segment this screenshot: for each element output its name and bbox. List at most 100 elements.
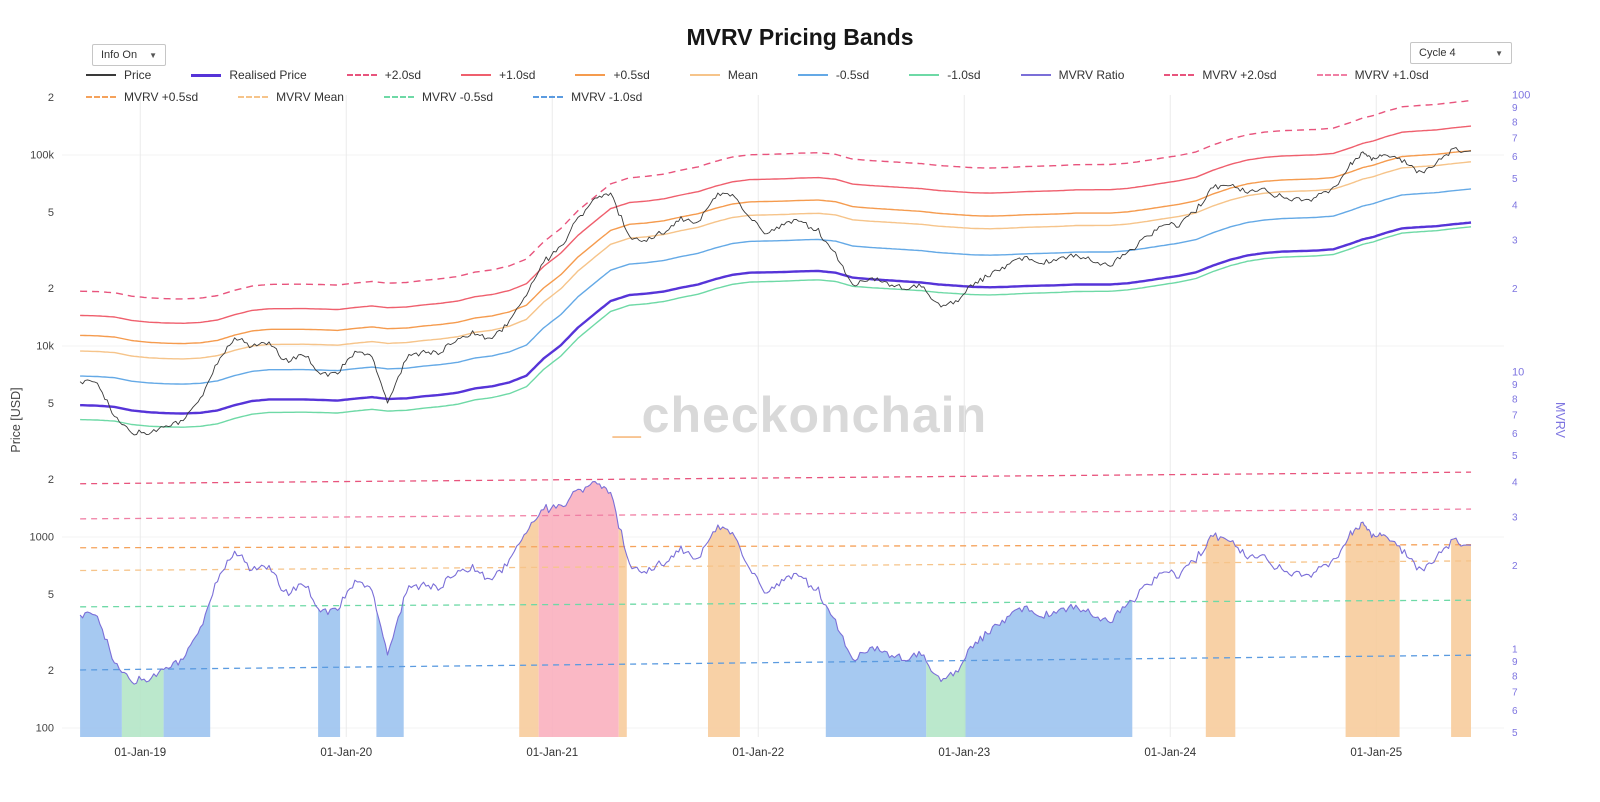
legend-swatch: [533, 96, 564, 98]
y-right-tick-label: 9: [1512, 657, 1518, 668]
legend-label: MVRV -1.0sd: [571, 90, 643, 104]
info-toggle-dropdown[interactable]: Info On ▼: [92, 44, 166, 66]
page-title: MVRV Pricing Bands: [686, 24, 914, 50]
price-band-plus05sd-line: [80, 149, 1472, 345]
legend-item-mvrv-ratio[interactable]: MVRV Ratio: [1020, 68, 1125, 82]
legend-item-mvrv-1-0sd[interactable]: MVRV -1.0sd: [533, 90, 642, 104]
y-axis-title-price: Price [USD]: [9, 387, 23, 453]
legend-item-mvrv-2-0sd[interactable]: MVRV +2.0sd: [1164, 68, 1277, 82]
y-right-tick-label: 8: [1512, 117, 1518, 128]
price-band-plus2sd-line: [80, 99, 1472, 300]
mvrv-zone-fill-orange: [1345, 522, 1400, 737]
watermark-underscore: _: [612, 387, 642, 443]
legend-swatch: [238, 96, 269, 98]
y-right-tick-label: 6: [1512, 429, 1518, 440]
mvrv-zone-fill-green: [926, 658, 966, 737]
legend-label: Realised Price: [229, 68, 307, 82]
legend-item-mvrv-mean[interactable]: MVRV Mean: [238, 90, 344, 104]
mvrv-band-plus05sd-line: [80, 544, 1472, 549]
mvrv-zone-fill-orange: [519, 515, 539, 737]
y-right-tick-label: 9: [1512, 103, 1518, 114]
legend-swatch: [1316, 74, 1347, 76]
legend-label: +2.0sd: [384, 68, 422, 82]
mvrv-zone-fill-blue: [318, 607, 341, 737]
y-left-tick-label: 5: [48, 589, 54, 601]
y-right-tick-label: 9: [1512, 380, 1518, 391]
legend-item-realised-price[interactable]: Realised Price: [191, 68, 307, 82]
y-axis-title-mvrv: MVRV: [1553, 402, 1567, 438]
legend-item--2-0sd[interactable]: +2.0sd: [346, 68, 422, 82]
chevron-down-icon: ▼: [1495, 48, 1503, 58]
y-right-tick-label: 6: [1512, 152, 1518, 163]
legend-swatch: [1020, 74, 1051, 76]
legend: Price Realised Price +2.0sd +1.0sd +0.5sd Mea…: [86, 68, 1540, 104]
legend-label: MVRV +2.0sd: [1202, 68, 1277, 82]
legend-item--0-5sd[interactable]: +0.5sd: [575, 68, 650, 82]
mvrv-zone-fill-blue: [965, 600, 1133, 737]
legend-label: +1.0sd: [499, 68, 536, 82]
realised-price-line: [80, 221, 1472, 415]
chevron-down-icon: ▼: [149, 50, 157, 60]
legend-swatch: [575, 74, 606, 76]
legend-item-mvrv-1-0sd[interactable]: MVRV +1.0sd: [1316, 68, 1429, 82]
legend-label: MVRV +1.0sd: [1354, 68, 1429, 82]
legend-swatch: [461, 74, 492, 76]
info-toggle-label: Info On: [101, 49, 138, 61]
y-right-tick-label: 4: [1512, 478, 1518, 489]
y-right-tick-label: 8: [1512, 394, 1518, 405]
y-right-tick-label: 5: [1512, 728, 1518, 739]
y-right-tick-label: 7: [1512, 410, 1518, 421]
y-left-tick-label: 2: [48, 665, 54, 677]
y-left-tick-label: 2: [48, 283, 54, 295]
x-tick-label: 01-Jan-19: [114, 747, 166, 759]
mvrv-zone-fill-pink: [538, 481, 619, 737]
legend-label: +0.5sd: [613, 68, 650, 82]
y-right-tick-label: 7: [1512, 133, 1518, 144]
legend-item-price[interactable]: Price: [86, 68, 151, 82]
legend-item--1-0sd[interactable]: +1.0sd: [461, 68, 535, 82]
x-tick-label: 01-Jan-22: [732, 747, 784, 759]
legend-label: Price: [124, 68, 152, 82]
y-right-tick-label: 4: [1512, 201, 1518, 212]
price-band-plus1sd-line: [80, 125, 1472, 324]
legend-item--0-5sd[interactable]: -0.5sd: [797, 68, 870, 82]
mvrv-band-minus05sd-line: [80, 599, 1472, 608]
checkonchain-watermark: _checkonchain: [0, 386, 1600, 444]
price-band-minus1sd-line: [80, 226, 1472, 428]
y-right-tick-label: 7: [1512, 687, 1518, 698]
x-tick-label: 01-Jan-24: [1144, 747, 1196, 759]
legend-label: MVRV Ratio: [1058, 68, 1125, 82]
mvrv-band-plus2sd-line: [80, 471, 1472, 485]
legend-swatch: [689, 74, 720, 76]
y-left-tick-label: 2: [48, 92, 54, 104]
mvrv-band-minus1sd-line: [80, 654, 1472, 671]
legend-item-mean[interactable]: Mean: [689, 68, 758, 82]
cycle-select-dropdown[interactable]: Cycle 4 ▼: [1410, 42, 1512, 64]
x-tick-label: 01-Jan-21: [526, 747, 578, 759]
y-right-tick-label: 5: [1512, 174, 1518, 185]
y-left-tick-label: 2: [48, 474, 54, 486]
y-left-tick-label: 100k: [30, 150, 54, 162]
y-right-tick-label: 3: [1512, 235, 1518, 246]
mvrv-zone-fill-orange: [708, 525, 740, 737]
y-left-tick-label: 5: [48, 398, 54, 410]
legend-item-mvrv-0-5sd[interactable]: MVRV -0.5sd: [383, 90, 493, 104]
legend-swatch: [191, 73, 222, 77]
legend-item--1-0sd[interactable]: -1.0sd: [909, 68, 981, 82]
legend-swatch: [1164, 74, 1195, 76]
y-right-tick-label: 1: [1512, 645, 1518, 656]
legend-label: -0.5sd: [835, 68, 870, 82]
price-band-minus05sd-line: [80, 188, 1472, 385]
legend-swatch: [383, 96, 414, 98]
y-right-tick-label: 8: [1512, 671, 1518, 682]
mvrv-ratio-line: [79, 481, 1472, 685]
legend-item-mvrv-0-5sd[interactable]: MVRV +0.5sd: [86, 90, 198, 104]
y-right-tick-label: 3: [1512, 512, 1518, 523]
mvrv-zone-fill-green: [121, 668, 164, 737]
x-tick-label: 01-Jan-20: [320, 747, 372, 759]
y-right-tick-label: 10: [1512, 367, 1524, 379]
legend-swatch: [797, 74, 828, 76]
mvrv-band-mean-line: [80, 560, 1472, 572]
